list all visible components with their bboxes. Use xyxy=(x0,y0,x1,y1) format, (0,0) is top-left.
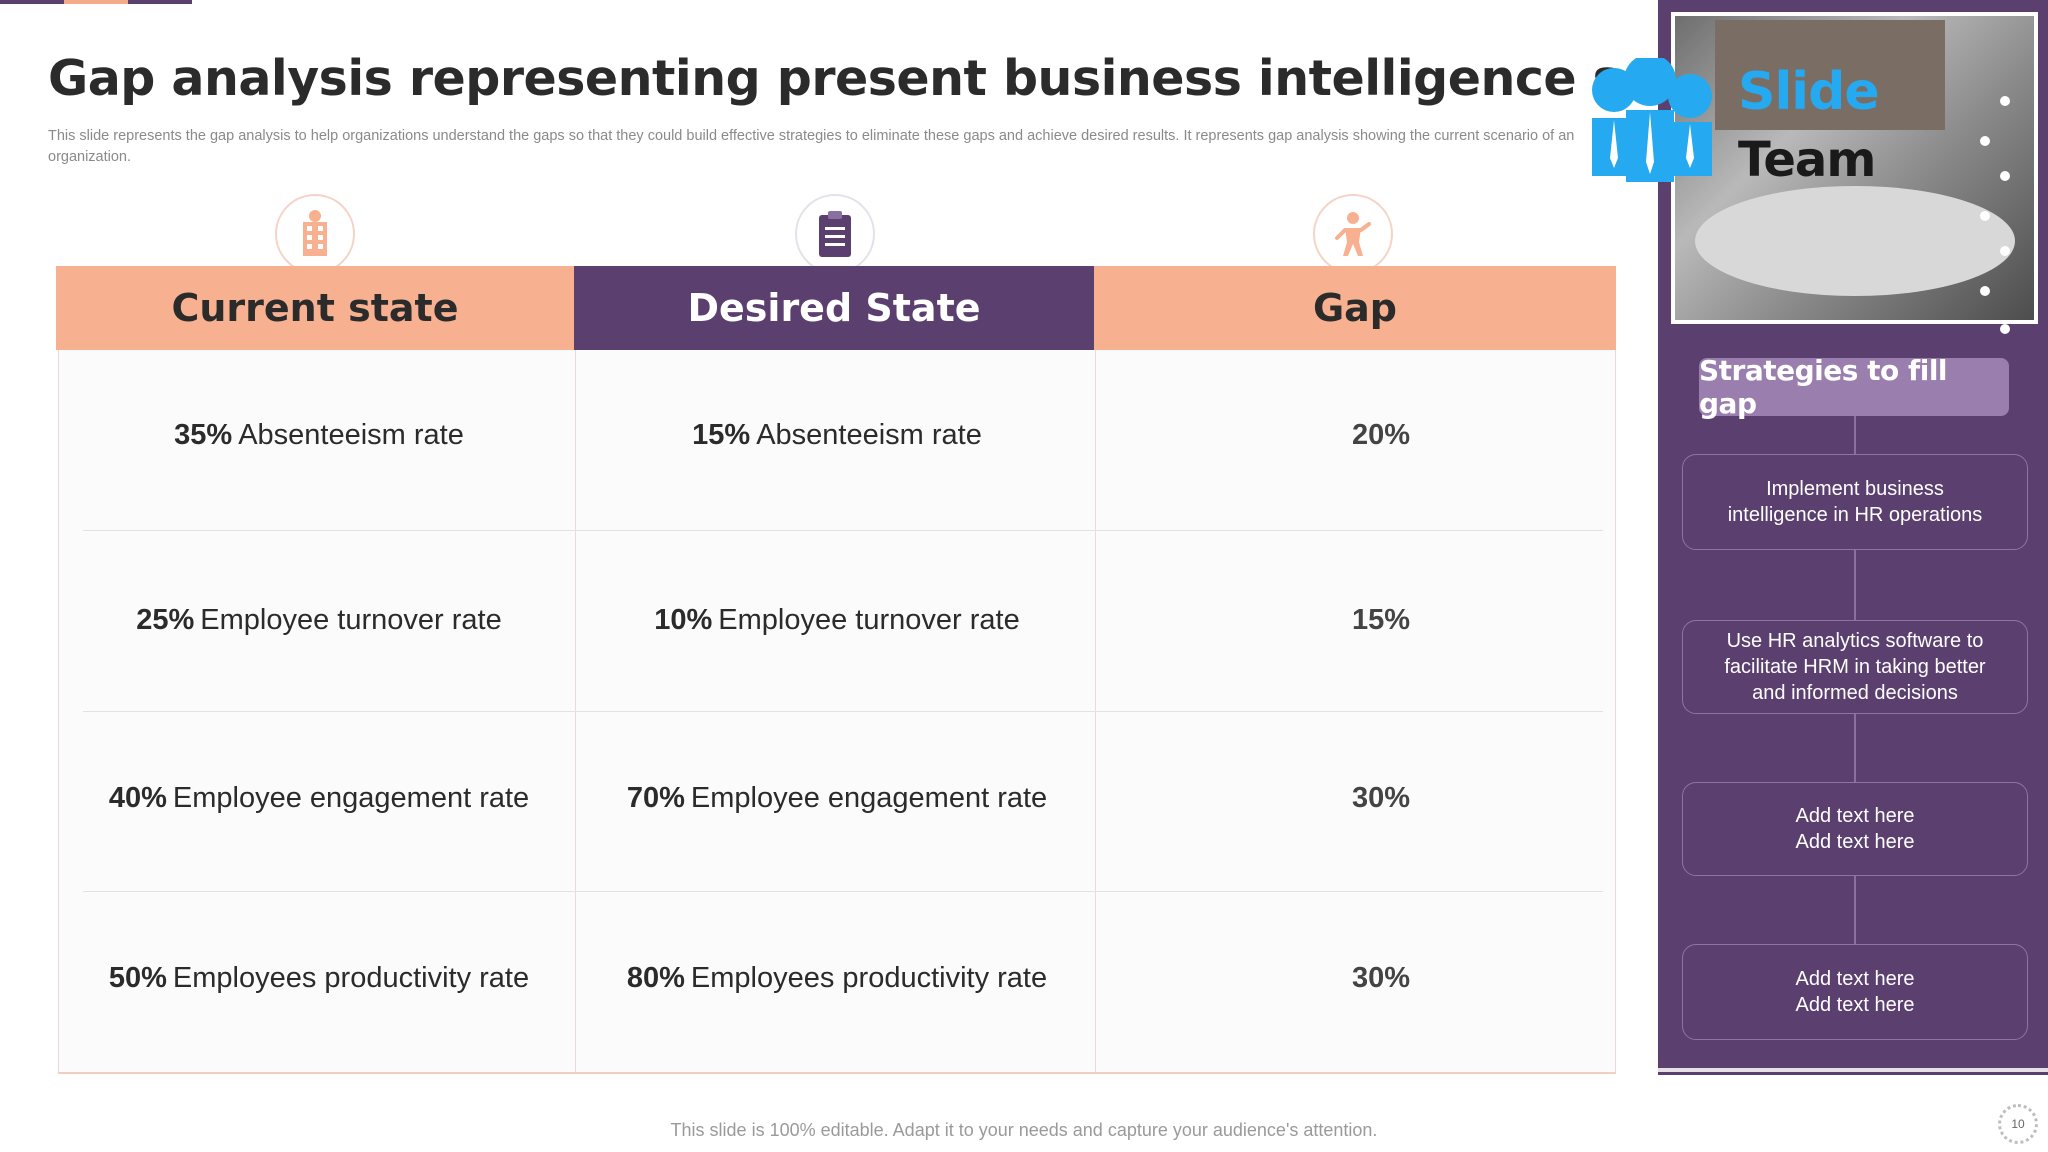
table-cell-desired: 80% Employees productivity rate xyxy=(626,961,1048,994)
table-cell-gap: 30% xyxy=(1351,961,1411,994)
connector-line xyxy=(1854,550,1856,620)
photo-table xyxy=(1695,186,2015,296)
accent-bar xyxy=(64,0,128,4)
building-icon xyxy=(275,194,355,274)
column-header-desired-state: Desired State xyxy=(574,266,1094,350)
accent-bar xyxy=(128,0,192,4)
slide-subtitle: This slide represents the gap analysis t… xyxy=(48,128,1575,165)
slideteam-logo-icon xyxy=(1592,58,1712,182)
table-cell-gap: 20% xyxy=(1351,418,1411,451)
connector-line xyxy=(1854,714,1856,782)
strategy-box: Add text here Add text here xyxy=(1682,944,2028,1040)
row-divider xyxy=(83,530,1603,531)
table-cell-desired: 10% Employee turnover rate xyxy=(654,603,1020,636)
row-divider xyxy=(83,711,1603,712)
photo-board xyxy=(1715,20,1945,130)
gap-table: Current state Desired State Gap 35% Absen… xyxy=(56,266,1616,1074)
table-body: 35% Absenteeism rate 15% Absenteeism rate … xyxy=(58,350,1616,1074)
clipboard-icon xyxy=(795,194,875,274)
strategy-box: Add text here Add text here xyxy=(1682,782,2028,876)
row-divider xyxy=(83,891,1603,892)
table-cell-desired: 70% Employee engagement rate xyxy=(626,781,1048,814)
footer-note: This slide is 100% editable. Adapt it to… xyxy=(670,1120,1378,1140)
table-cell-gap: 15% xyxy=(1351,603,1411,636)
accent-bar xyxy=(0,0,64,4)
page-number: 10 xyxy=(1998,1104,2038,1144)
table-cell-current: 50% Employees productivity rate xyxy=(108,961,530,994)
logo-text-team: Team xyxy=(1738,132,1876,188)
column-header-current-state: Current state xyxy=(56,266,574,350)
table-cell-gap: 30% xyxy=(1351,781,1411,814)
table-cell-current: 35% Absenteeism rate xyxy=(174,418,464,451)
connector-line xyxy=(1854,876,1856,944)
strategies-title: Strategies to fill gap xyxy=(1699,354,2009,420)
person-icon xyxy=(1313,194,1393,274)
table-cell-desired: 15% Absenteeism rate xyxy=(692,418,982,451)
table-cell-current: 25% Employee turnover rate xyxy=(136,603,502,636)
column-header-gap: Gap xyxy=(1094,266,1616,350)
decorative-dots xyxy=(1980,96,2020,336)
slide-title: Gap analysis representing present busine… xyxy=(48,50,1648,107)
team-photo xyxy=(1671,12,2038,324)
table-cell-current: 40% Employee engagement rate xyxy=(108,781,530,814)
connector-line xyxy=(1854,416,1856,454)
panel-divider xyxy=(1658,1068,2048,1072)
logo-text-slide: Slide xyxy=(1738,62,1880,122)
strategy-box: Use HR analytics software to facilitate … xyxy=(1682,620,2028,714)
strategy-box: Implement business intelligence in HR op… xyxy=(1682,454,2028,550)
